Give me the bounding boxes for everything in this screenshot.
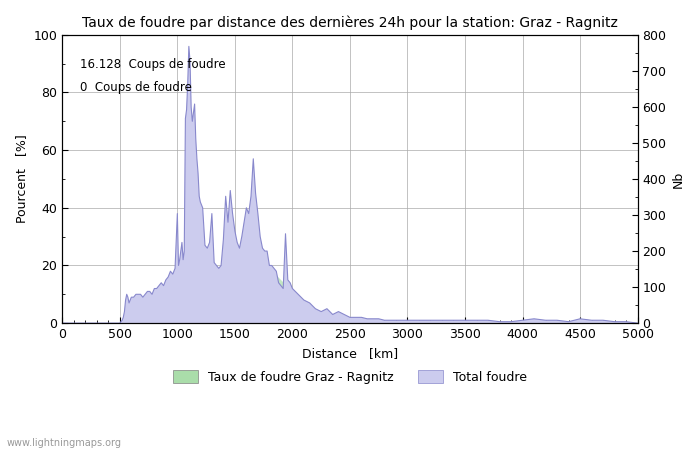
Y-axis label: Pourcent   [%]: Pourcent [%] xyxy=(15,135,28,223)
Y-axis label: Nb: Nb xyxy=(672,171,685,188)
X-axis label: Distance   [km]: Distance [km] xyxy=(302,346,398,360)
Text: 16.128  Coups de foudre: 16.128 Coups de foudre xyxy=(80,58,225,71)
Title: Taux de foudre par distance des dernières 24h pour la station: Graz - Ragnitz: Taux de foudre par distance des dernière… xyxy=(82,15,618,30)
Text: 0  Coups de foudre: 0 Coups de foudre xyxy=(80,81,191,94)
Text: www.lightningmaps.org: www.lightningmaps.org xyxy=(7,437,122,447)
Legend: Taux de foudre Graz - Ragnitz, Total foudre: Taux de foudre Graz - Ragnitz, Total fou… xyxy=(167,365,532,389)
